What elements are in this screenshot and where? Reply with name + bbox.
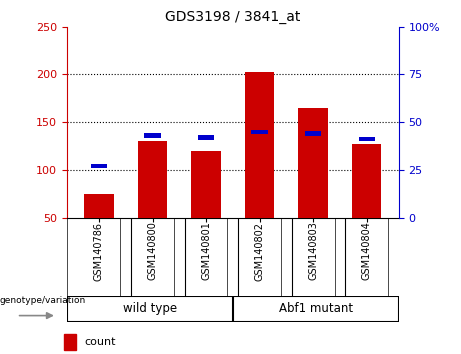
Text: GSM140803: GSM140803	[308, 222, 318, 280]
Text: GSM140802: GSM140802	[254, 222, 265, 281]
Text: Abf1 mutant: Abf1 mutant	[279, 302, 353, 315]
Bar	[359, 137, 375, 142]
Bar	[305, 131, 321, 136]
Text: GSM140786: GSM140786	[94, 222, 104, 281]
Bar	[144, 133, 160, 138]
Bar	[191, 151, 221, 218]
Bar	[138, 141, 167, 218]
Title: GDS3198 / 3841_at: GDS3198 / 3841_at	[165, 10, 301, 24]
Text: genotype/variation: genotype/variation	[0, 296, 86, 305]
Bar	[298, 108, 328, 218]
Bar	[198, 135, 214, 139]
Text: GSM140804: GSM140804	[361, 222, 372, 280]
Bar	[352, 144, 381, 218]
Bar	[252, 130, 268, 134]
Bar	[91, 164, 107, 168]
Bar	[245, 73, 274, 218]
Text: wild type: wild type	[123, 302, 177, 315]
Bar	[65, 333, 77, 350]
Text: GSM140800: GSM140800	[148, 222, 158, 280]
Text: count: count	[84, 337, 115, 347]
Bar	[84, 194, 114, 218]
Text: GSM140801: GSM140801	[201, 222, 211, 280]
